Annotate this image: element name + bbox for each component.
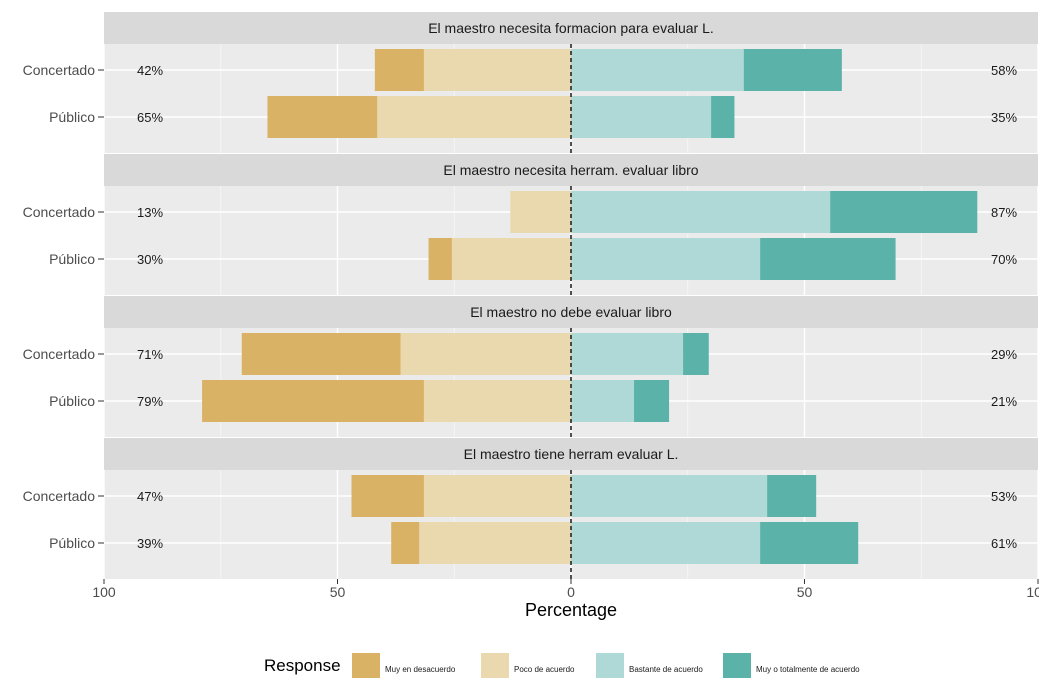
- left-percent-label: 71%: [137, 347, 163, 362]
- bar-muy-en-desacuerdo: [202, 380, 424, 422]
- panel-strip: [104, 154, 1038, 186]
- left-percent-label: 79%: [137, 394, 163, 409]
- bar-bastante-de-acuerdo: [571, 333, 684, 375]
- bar-poco-de-acuerdo: [423, 380, 571, 422]
- left-percent-label: 42%: [137, 63, 163, 78]
- x-axis-title: Percentage: [525, 600, 617, 620]
- x-tick-label: 50: [330, 584, 346, 600]
- bar-poco-de-acuerdo: [400, 333, 571, 375]
- left-percent-label: 30%: [137, 252, 163, 267]
- legend-key: [596, 653, 624, 678]
- bar-muy-en-desacuerdo: [428, 238, 452, 280]
- bar-muy-o-totalmente-de-acuerdo: [683, 333, 709, 375]
- bar-muy-o-totalmente-de-acuerdo: [830, 191, 978, 233]
- bar-muy-o-totalmente-de-acuerdo: [743, 49, 842, 91]
- y-tick-label: Concertado: [23, 346, 96, 362]
- bar-muy-en-desacuerdo: [391, 522, 420, 564]
- y-tick-label: Público: [49, 251, 95, 267]
- bar-poco-de-acuerdo: [377, 96, 571, 138]
- bar-poco-de-acuerdo: [419, 522, 571, 564]
- legend-label: Muy en desacuerdo: [385, 665, 456, 674]
- panel-title: El maestro necesita formacion para evalu…: [428, 20, 714, 36]
- legend-label: Muy o totalmente de acuerdo: [756, 665, 860, 674]
- legend-key: [481, 653, 509, 678]
- bar-muy-en-desacuerdo: [351, 475, 424, 517]
- bar-poco-de-acuerdo: [510, 191, 571, 233]
- panel-title: El maestro tiene herram evaluar L.: [464, 446, 679, 462]
- bar-bastante-de-acuerdo: [571, 522, 761, 564]
- y-tick-label: Público: [49, 393, 95, 409]
- right-percent-label: 87%: [991, 205, 1017, 220]
- panel-strip: [104, 12, 1038, 44]
- y-tick-label: Concertado: [23, 204, 96, 220]
- bar-muy-o-totalmente-de-acuerdo: [634, 380, 670, 422]
- y-tick-label: Público: [49, 535, 95, 551]
- bar-bastante-de-acuerdo: [571, 49, 744, 91]
- x-tick-label: 100: [1026, 584, 1039, 600]
- bar-muy-o-totalmente-de-acuerdo: [760, 238, 896, 280]
- right-percent-label: 58%: [991, 63, 1017, 78]
- left-percent-label: 13%: [137, 205, 163, 220]
- bar-poco-de-acuerdo: [423, 475, 571, 517]
- bar-bastante-de-acuerdo: [571, 96, 712, 138]
- bar-muy-en-desacuerdo: [241, 333, 401, 375]
- y-tick-label: Concertado: [23, 488, 96, 504]
- panel-title: El maestro no debe evaluar libro: [470, 304, 672, 320]
- bar-muy-en-desacuerdo: [374, 49, 424, 91]
- legend-label: Poco de acuerdo: [514, 665, 575, 674]
- legend-label: Bastante de acuerdo: [629, 665, 703, 674]
- right-percent-label: 29%: [991, 347, 1017, 362]
- y-tick-label: Concertado: [23, 62, 96, 78]
- right-percent-label: 53%: [991, 489, 1017, 504]
- panel-strip: [104, 438, 1038, 470]
- x-tick-label: 50: [797, 584, 813, 600]
- left-percent-label: 65%: [137, 110, 163, 125]
- right-percent-label: 61%: [991, 536, 1017, 551]
- bar-muy-o-totalmente-de-acuerdo: [711, 96, 735, 138]
- bar-poco-de-acuerdo: [423, 49, 571, 91]
- right-percent-label: 21%: [991, 394, 1017, 409]
- legend-key: [352, 653, 380, 678]
- bar-bastante-de-acuerdo: [571, 380, 635, 422]
- y-tick-label: Público: [49, 109, 95, 125]
- right-percent-label: 35%: [991, 110, 1017, 125]
- bar-bastante-de-acuerdo: [571, 475, 768, 517]
- panel-title: El maestro necesita herram. evaluar libr…: [443, 162, 698, 178]
- bar-muy-en-desacuerdo: [267, 96, 378, 138]
- left-percent-label: 47%: [137, 489, 163, 504]
- x-tick-label: 100: [92, 584, 116, 600]
- legend-title: Response: [264, 656, 341, 675]
- bar-bastante-de-acuerdo: [571, 191, 831, 233]
- legend-key: [723, 653, 751, 678]
- left-percent-label: 39%: [137, 536, 163, 551]
- bar-muy-o-totalmente-de-acuerdo: [767, 475, 817, 517]
- x-tick-label: 0: [567, 584, 575, 600]
- right-percent-label: 70%: [991, 252, 1017, 267]
- panel-strip: [104, 296, 1038, 328]
- bar-poco-de-acuerdo: [451, 238, 571, 280]
- bar-muy-o-totalmente-de-acuerdo: [760, 522, 859, 564]
- bar-bastante-de-acuerdo: [571, 238, 761, 280]
